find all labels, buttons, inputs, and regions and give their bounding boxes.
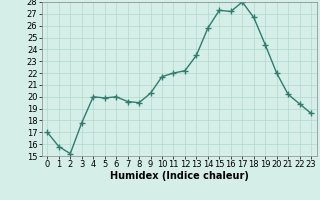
X-axis label: Humidex (Indice chaleur): Humidex (Indice chaleur) <box>110 171 249 181</box>
